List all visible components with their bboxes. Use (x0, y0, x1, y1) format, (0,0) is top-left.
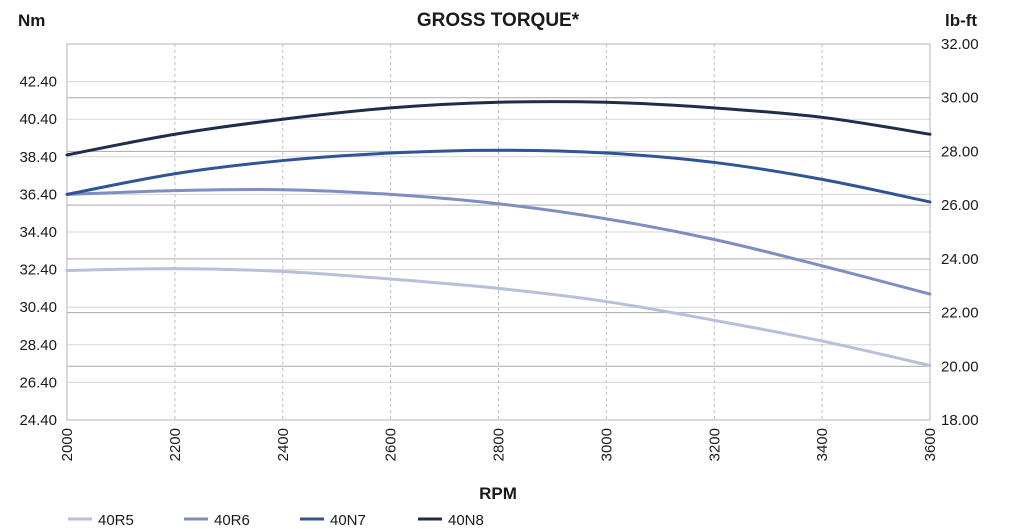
y-left-tick-label: 36.40 (19, 186, 57, 203)
y-left-tick-label: 42.40 (19, 74, 57, 91)
y-right-tick-label: 20.00 (941, 358, 979, 375)
series-line-40n8 (65, 100, 932, 157)
series-line-40n7 (65, 148, 932, 204)
y-right-tick-label: 32.00 (941, 36, 979, 53)
legend-label-40n7: 40N7 (330, 512, 366, 529)
y-right-tick-label: 22.00 (941, 305, 979, 322)
x-tick-label: 3000 (598, 428, 615, 461)
y-left-tick-label: 26.40 (19, 374, 57, 391)
series-line-40r6 (65, 187, 932, 296)
y-right-tick-label: 30.00 (941, 90, 979, 107)
y-left-tick-label: 28.40 (19, 337, 57, 354)
x-tick-label: 2400 (275, 428, 292, 461)
y-right-tick-label: 24.00 (941, 251, 979, 268)
x-tick-label: 3600 (922, 428, 939, 461)
y-axis-right-title: lb-ft (945, 11, 977, 30)
legend-label-40r6: 40R6 (214, 512, 250, 529)
legend-label-40r5: 40R5 (98, 512, 134, 529)
y-left-tick-label: 30.40 (19, 299, 57, 316)
x-tick-label: 3200 (706, 428, 723, 461)
y-left-tick-label: 38.40 (19, 149, 57, 166)
chart-title: GROSS TORQUE* (417, 10, 580, 31)
y-left-tick-label: 24.40 (19, 412, 57, 429)
y-right-tick-label: 28.00 (941, 143, 979, 160)
y-right-tick-label: 18.00 (941, 412, 979, 429)
y-left-tick-label: 34.40 (19, 224, 57, 241)
x-tick-label: 2600 (383, 428, 400, 461)
series-lines (65, 100, 932, 367)
y-left-tick-label: 40.40 (19, 111, 57, 128)
legend: 40R5 40R6 40N7 40N8 (68, 512, 484, 529)
legend-label-40n8: 40N8 (448, 512, 484, 529)
y-axis-left-title: Nm (18, 11, 45, 30)
x-tick-label: 2200 (167, 428, 184, 461)
tick-labels: 24.40 26.40 28.40 30.40 32.40 34.40 36.40 38.40… (19, 36, 978, 461)
x-tick-label: 3400 (814, 428, 831, 461)
x-tick-label: 2800 (491, 428, 508, 461)
x-axis-title: RPM (479, 484, 517, 503)
x-tick-label: 2000 (59, 428, 76, 461)
y-right-tick-label: 26.00 (941, 197, 979, 214)
series-line-40r5 (65, 267, 932, 367)
grid (66, 43, 931, 421)
plot-area (66, 43, 931, 421)
y-left-tick-label: 32.40 (19, 262, 57, 279)
